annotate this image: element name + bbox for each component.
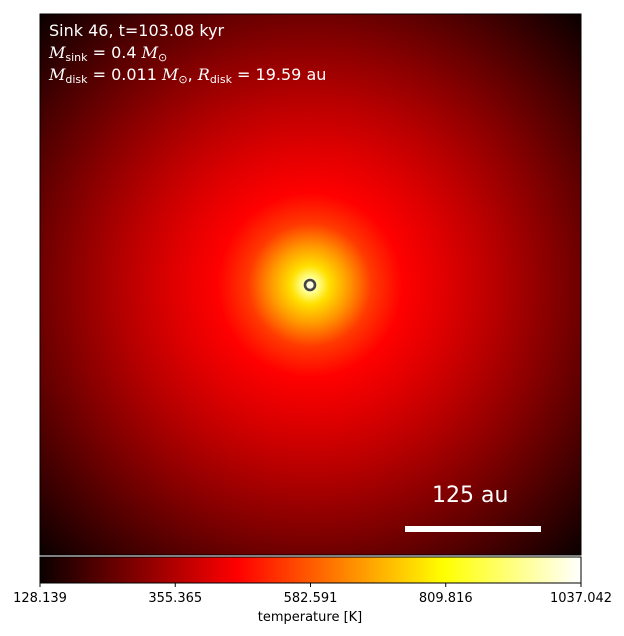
annotation-separator: , — [187, 65, 198, 84]
disk-solar-mass-subscript: ⊙ — [178, 73, 188, 86]
heatmap-image — [40, 14, 581, 555]
disk-solar-mass-symbol: M — [162, 65, 179, 84]
sink-title: Sink 46, t=103.08 kyr — [49, 21, 225, 40]
disk-radius-symbol: R — [197, 65, 210, 84]
colorbar-label: temperature [K] — [257, 610, 363, 625]
plot-frame — [39, 13, 582, 556]
colorbar — [39, 556, 582, 584]
disk-radius-subscript: disk — [209, 73, 232, 86]
colorbar-tick-label: 809.816 — [418, 591, 473, 606]
scale-bar-label: 125 au — [432, 483, 509, 508]
disk-mass-value: = 0.011 — [87, 65, 162, 84]
colorbar-tick-label: 582.591 — [283, 591, 338, 606]
disk-mass-symbol: M — [49, 65, 66, 84]
sink-mass-annotation: Msink = 0.4 M⊙ — [49, 43, 167, 68]
sink-mass-symbol: M — [49, 43, 66, 62]
colorbar-tick-label: 1037.042 — [549, 591, 613, 606]
sink-marker — [303, 278, 317, 292]
disk-annotation: Mdisk = 0.011 M⊙, Rdisk = 19.59 au — [49, 65, 326, 90]
colorbar-tick-label: 128.139 — [13, 591, 67, 606]
solar-mass-symbol: M — [141, 43, 159, 62]
disk-radius-value: = 19.59 au — [231, 65, 327, 84]
solar-mass-subscript: ⊙ — [158, 51, 168, 64]
scale-bar — [405, 526, 541, 532]
disk-mass-subscript: disk — [65, 73, 88, 86]
colorbar-ticks — [39, 583, 582, 587]
colorbar-tick-label: 355.365 — [148, 591, 203, 606]
sink-mass-value: = 0.4 — [87, 43, 142, 62]
sink-mass-subscript: sink — [65, 51, 88, 64]
